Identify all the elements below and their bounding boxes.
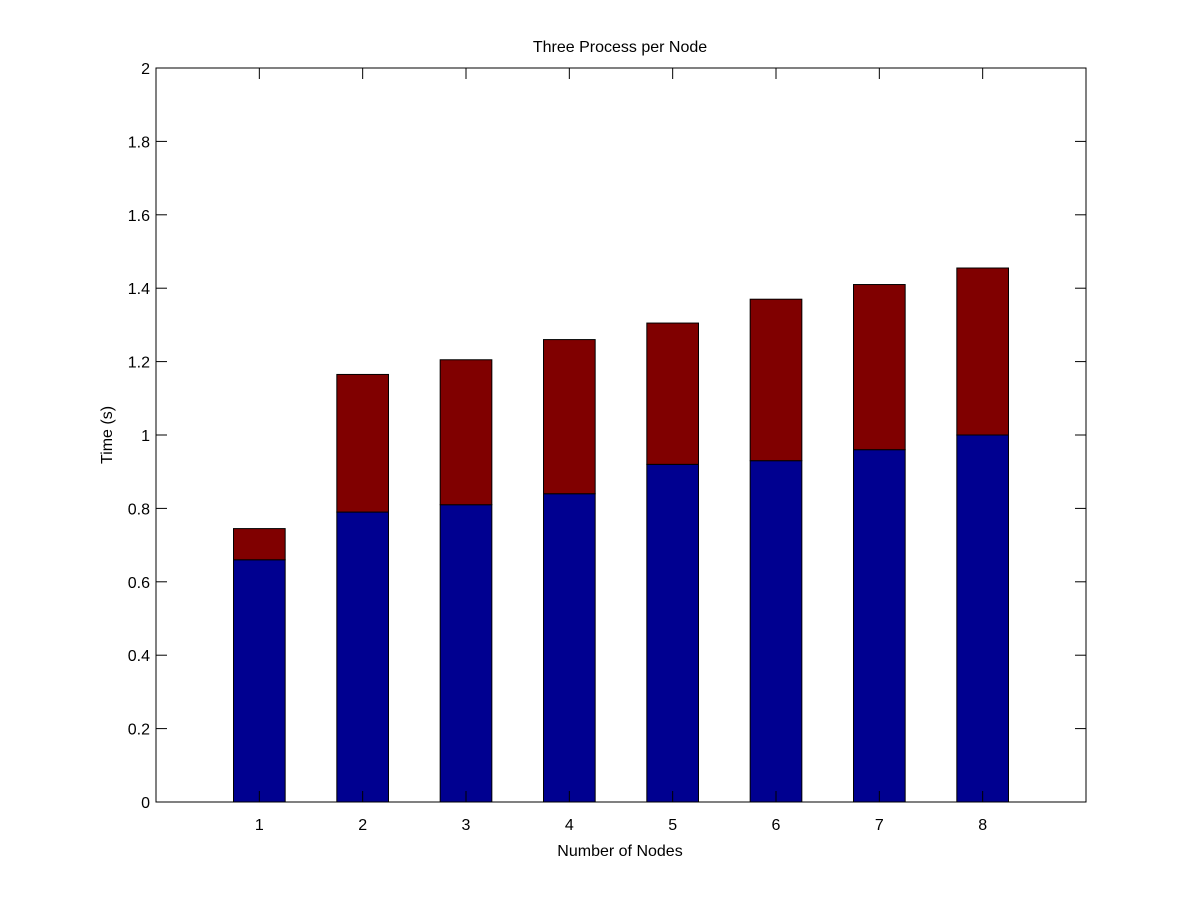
- y-tick-label: 1.8: [128, 134, 150, 151]
- x-tick-label: 1: [255, 817, 264, 834]
- y-tick-label: 1.4: [128, 281, 150, 298]
- bar-segment-lower-8: [956, 434, 1010, 803]
- x-tick-label: 7: [875, 817, 884, 834]
- bar-segment-upper-3: [439, 359, 493, 506]
- bar-segment-upper-4: [543, 339, 596, 495]
- bar-segment-upper-5: [646, 322, 700, 465]
- x-tick-label: 3: [462, 817, 471, 834]
- y-tick-label: 0.6: [128, 575, 150, 592]
- y-tick-label: 1.6: [128, 208, 150, 225]
- y-tick-label: 2: [141, 61, 150, 78]
- bar-segment-lower-6: [749, 460, 803, 803]
- bar-segment-lower-3: [439, 504, 493, 803]
- bar-segment-upper-6: [749, 298, 803, 462]
- bar-segment-upper-7: [853, 284, 906, 451]
- x-tick-label: 6: [772, 817, 781, 834]
- y-tick-label: 0.8: [128, 501, 150, 518]
- bar-segment-upper-2: [336, 373, 389, 513]
- bar-segment-lower-2: [336, 511, 389, 803]
- bar-segment-upper-1: [233, 528, 286, 561]
- x-axis-label: Number of Nodes: [557, 843, 682, 860]
- bar-segment-lower-5: [646, 463, 700, 803]
- y-axis-label: Time (s): [99, 406, 116, 464]
- bar-segment-lower-4: [543, 493, 596, 803]
- x-tick-label: 2: [358, 817, 367, 834]
- x-tick-label: 8: [978, 817, 987, 834]
- bar-segment-upper-8: [956, 267, 1010, 436]
- tick-labels-layer: 0 0.2 0.4 0.6 0.8 1 1.2 1.4 1.6 1.8 2 1 2 3 4 5 6 7 8: [128, 61, 987, 834]
- bar-segment-lower-7: [853, 449, 906, 803]
- y-tick-label: 0.4: [128, 648, 150, 665]
- x-tick-label: 5: [668, 817, 677, 834]
- chart-title: Three Process per Node: [533, 39, 707, 56]
- y-tick-label: 0: [141, 795, 150, 812]
- y-tick-label: 0.2: [128, 722, 150, 739]
- bars-layer: [233, 267, 1010, 803]
- ticks-layer: [156, 67, 1086, 803]
- y-tick-label: 1: [141, 428, 150, 445]
- x-tick-label: 4: [565, 817, 574, 834]
- y-tick-label: 1.2: [128, 355, 150, 372]
- bar-segment-lower-1: [233, 559, 286, 803]
